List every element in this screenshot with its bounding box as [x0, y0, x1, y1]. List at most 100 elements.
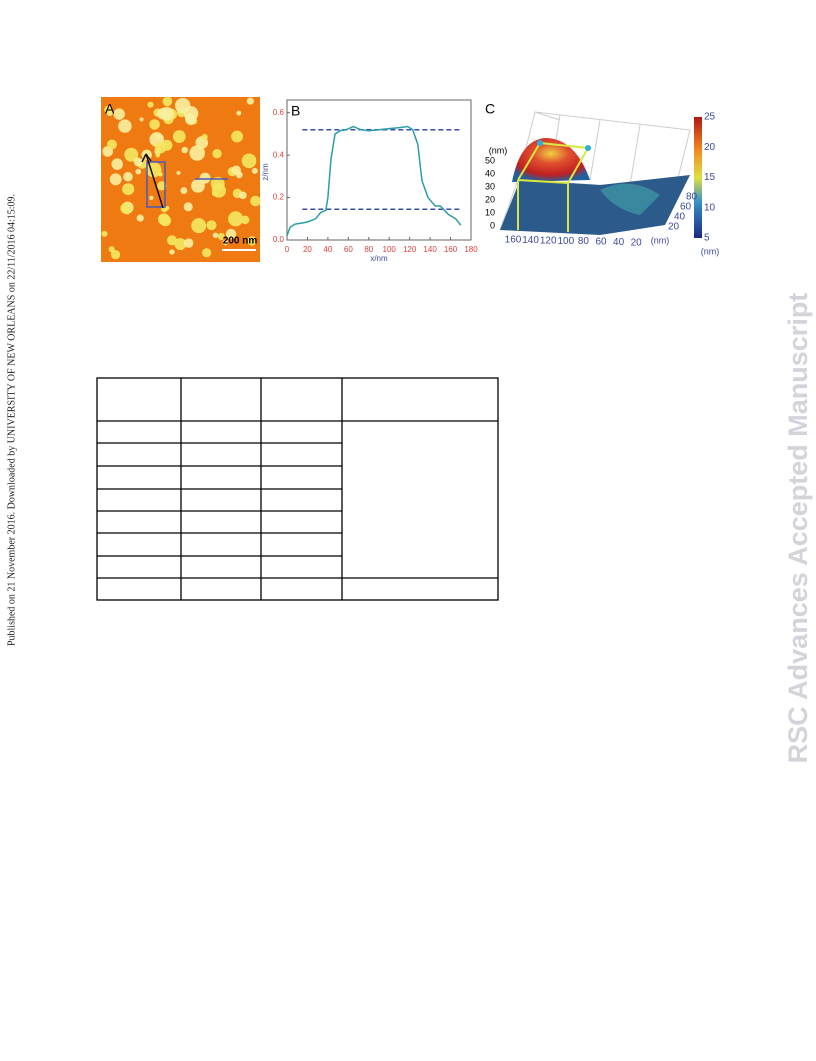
grain: [222, 239, 229, 246]
x-tick-label: 60: [595, 237, 607, 248]
table-rows: [97, 420, 498, 579]
panel-a: A 200 nm: [101, 96, 261, 262]
z-tick-label: 40: [485, 168, 495, 178]
grain: [157, 108, 169, 120]
grain: [181, 146, 188, 154]
grain: [111, 158, 123, 170]
grain: [157, 213, 170, 226]
grain: [174, 238, 187, 251]
grain: [169, 249, 175, 255]
panel-label: A: [105, 101, 115, 117]
y-tick-label: 0.4: [273, 150, 285, 159]
grain: [118, 119, 132, 133]
grain: [201, 133, 208, 141]
surface: [500, 175, 690, 235]
grain: [231, 165, 241, 175]
grain: [157, 181, 167, 191]
grain: [236, 110, 242, 116]
grain: [113, 108, 125, 120]
grain: [250, 195, 261, 207]
grain: [180, 187, 188, 194]
grain: [228, 211, 244, 227]
grain: [241, 153, 257, 169]
colorbar-tick-label: 20: [704, 142, 716, 153]
z-unit: (nm): [489, 145, 508, 155]
x-tick-label: 20: [631, 237, 643, 248]
colorbar: [694, 117, 702, 238]
colorbar-tick-label: 10: [704, 202, 716, 213]
grain: [155, 152, 161, 158]
grain: [185, 114, 197, 126]
x-unit: (nm): [651, 235, 670, 245]
colorbar-tick-label: 15: [704, 172, 716, 183]
y-tick-label: 0.2: [273, 193, 285, 202]
z-tick-label: 30: [485, 181, 495, 191]
grain: [154, 141, 167, 154]
panel-label: B: [291, 103, 300, 119]
x-tick-label: 60: [344, 245, 353, 254]
grain: [104, 105, 113, 114]
x-tick-label: 40: [323, 245, 332, 254]
surface-feature: [600, 183, 660, 215]
grain: [176, 170, 181, 175]
x-tick-label: 20: [303, 245, 312, 254]
grain: [225, 228, 237, 240]
guide-lines: [517, 142, 590, 232]
grain: [162, 96, 173, 107]
x-tick-label: 160: [444, 245, 458, 254]
grain: [199, 172, 211, 184]
grain: [124, 147, 139, 162]
x-tick-label: 0: [285, 245, 290, 254]
scale-bar-label: 200 nm: [223, 236, 258, 247]
grain: [183, 202, 193, 212]
grain: [147, 101, 154, 108]
z-tick-label: 10: [485, 207, 495, 217]
grain: [139, 117, 144, 122]
selection-box: [146, 161, 166, 208]
side-note: Published on 21 November 2016. Downloade…: [6, 194, 17, 646]
y-tick-label: 80: [686, 192, 698, 203]
panel-label: C: [485, 101, 495, 117]
x-axis-label: x/nm: [370, 254, 388, 263]
y-tick-label: 0.0: [273, 235, 285, 244]
grain: [240, 215, 250, 225]
grain: [106, 139, 117, 150]
arrow-head: [141, 153, 152, 163]
grain: [206, 220, 217, 231]
x-tick-label: 140: [423, 245, 437, 254]
y-tick-label: 20: [668, 222, 680, 233]
x-tick-label: 140: [522, 235, 539, 246]
marker: [585, 145, 591, 151]
grain: [166, 235, 177, 246]
panel-b: 0 20 40 60 80 100 120 140 160 180 0.0 0.2 0.4 0.6 Bx/n…: [261, 99, 478, 263]
y-tick-label: 0.6: [273, 108, 285, 117]
grain: [189, 145, 205, 161]
grain: [122, 183, 135, 196]
grain: [246, 97, 254, 105]
y-axis-label: z/nm: [261, 163, 270, 181]
colorbar-tick-label: 5: [704, 233, 710, 244]
grain: [212, 148, 222, 159]
grain: [211, 183, 226, 198]
z-tick-label: 0: [490, 220, 495, 230]
z-tick-label: 20: [485, 194, 495, 204]
profile-line: [286, 125, 462, 237]
grain: [136, 214, 144, 222]
watermark: RSC Advances Accepted Manuscript: [783, 293, 813, 764]
grain: [101, 230, 108, 237]
table: [96, 377, 499, 601]
grain: [191, 179, 205, 193]
x-tick-label: 100: [383, 245, 397, 254]
grain: [135, 168, 142, 175]
grain: [120, 202, 132, 214]
grain: [191, 218, 207, 234]
box-grid: [499, 111, 691, 231]
colorbar-tick-label: 25: [704, 112, 716, 123]
grain: [247, 236, 257, 246]
z-tick-label: 50: [485, 155, 495, 165]
grain: [212, 232, 219, 239]
grain: [201, 248, 212, 258]
grain: [172, 130, 186, 143]
